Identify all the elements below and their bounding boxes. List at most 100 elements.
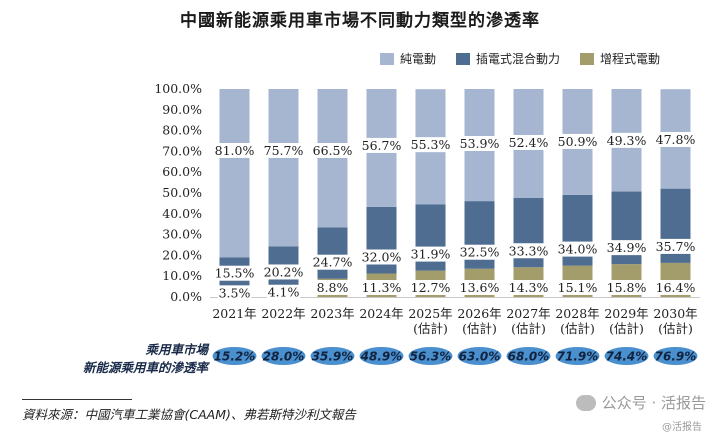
data-label-box bbox=[361, 249, 402, 265]
data-label: 49.3% bbox=[607, 133, 647, 148]
data-label-box bbox=[508, 280, 549, 295]
data-label-box bbox=[655, 132, 696, 148]
data-label: 32.0% bbox=[362, 249, 402, 264]
data-label-box bbox=[557, 133, 598, 149]
data-label: 34.0% bbox=[558, 242, 598, 257]
x-tick-sublabel: (估計) bbox=[511, 321, 546, 336]
data-label: 81.0% bbox=[215, 143, 255, 158]
x-tick-label: 2028年 bbox=[555, 306, 599, 321]
data-label-box bbox=[459, 280, 500, 295]
penetration-value: 56.3% bbox=[410, 350, 452, 364]
data-label-box bbox=[217, 285, 252, 301]
data-label-box bbox=[214, 265, 255, 281]
y-tick-label: 10.0% bbox=[162, 268, 202, 283]
x-tick-sublabel: (估計) bbox=[609, 321, 644, 336]
penetration-ellipse bbox=[261, 347, 306, 365]
y-tick-label: 70.0% bbox=[162, 143, 202, 158]
penetration-value: 35.9% bbox=[312, 350, 354, 364]
chart-legend: 純電動 插電式混合動力 增程式電動 bbox=[380, 50, 660, 67]
data-label-box bbox=[214, 143, 255, 158]
data-label: 24.7% bbox=[313, 255, 353, 270]
data-label: 12.7% bbox=[411, 280, 451, 295]
data-label-box bbox=[361, 280, 402, 295]
x-tick-sublabel: (估計) bbox=[560, 321, 595, 336]
legend-swatch-phev bbox=[456, 52, 471, 65]
data-label-box bbox=[459, 244, 500, 260]
legend-label-bev: 純電動 bbox=[400, 52, 437, 66]
data-label-box bbox=[606, 240, 647, 256]
data-label: 47.8% bbox=[656, 132, 696, 147]
x-tick-label: 2022年 bbox=[261, 306, 305, 321]
legend-swatch-bev bbox=[380, 52, 394, 65]
data-label: 32.5% bbox=[460, 245, 500, 260]
watermark-text: 公众号 · 活报告 bbox=[601, 394, 706, 412]
penetration-row-label-line2: 新能源乘用車的滲透率 bbox=[82, 360, 208, 375]
data-label-box bbox=[606, 132, 647, 148]
penetration-value: 68.0% bbox=[508, 350, 550, 364]
data-label-box bbox=[459, 135, 500, 151]
y-tick-label: 60.0% bbox=[162, 164, 202, 179]
data-label-box bbox=[508, 243, 549, 259]
penetration-ellipse bbox=[457, 347, 502, 365]
data-label: 75.7% bbox=[264, 143, 304, 158]
data-label-box bbox=[410, 246, 451, 262]
data-label: 15.5% bbox=[215, 266, 255, 281]
legend-label-phev: 插電式混合動力 bbox=[476, 52, 561, 66]
x-tick-label: 2023年 bbox=[310, 306, 354, 321]
x-tick-label: 2024年 bbox=[359, 306, 403, 321]
penetration-ellipse bbox=[408, 347, 453, 365]
y-tick-label: 0.0% bbox=[170, 289, 202, 304]
data-label-box bbox=[655, 280, 696, 295]
data-label-box bbox=[410, 137, 451, 153]
watermark: 公众号 · 活报告 bbox=[575, 392, 706, 413]
data-label: 3.5% bbox=[219, 285, 251, 300]
data-label: 15.8% bbox=[607, 280, 647, 295]
data-label-box bbox=[557, 241, 598, 257]
data-label-box bbox=[312, 143, 353, 158]
y-tick-label: 50.0% bbox=[162, 185, 202, 200]
source-divider bbox=[22, 399, 132, 400]
legend-item-phev: 插電式混合動力 bbox=[456, 50, 560, 67]
data-label: 56.7% bbox=[362, 138, 402, 153]
penetration-value: 15.2% bbox=[214, 350, 256, 364]
x-tick-sublabel: (估計) bbox=[413, 321, 448, 336]
legend-item-erev: 增程式電動 bbox=[580, 50, 660, 67]
penetration-ellipse bbox=[212, 347, 257, 365]
data-label: 14.3% bbox=[509, 280, 549, 295]
y-tick-label: 20.0% bbox=[162, 247, 202, 262]
x-tick-label: 2027年 bbox=[506, 306, 550, 321]
data-label: 52.4% bbox=[509, 135, 549, 150]
data-label: 35.7% bbox=[656, 239, 696, 254]
data-label-box bbox=[263, 264, 304, 280]
penetration-value: 48.9% bbox=[360, 350, 403, 364]
x-tick-sublabel: (估計) bbox=[658, 321, 693, 336]
penetration-value: 71.9% bbox=[557, 350, 599, 364]
data-label: 66.5% bbox=[313, 143, 353, 158]
y-tick-label: 80.0% bbox=[162, 123, 202, 138]
data-label-box bbox=[361, 137, 402, 153]
data-label: 31.9% bbox=[411, 247, 451, 262]
x-tick-label: 2026年 bbox=[457, 306, 501, 321]
legend-item-bev: 純電動 bbox=[380, 50, 436, 67]
penetration-value: 63.0% bbox=[459, 350, 501, 364]
data-label-box bbox=[315, 280, 350, 295]
data-label: 4.1% bbox=[268, 285, 300, 300]
data-label-box bbox=[263, 143, 304, 158]
y-tick-label: 30.0% bbox=[162, 227, 202, 242]
y-tick-label: 40.0% bbox=[162, 206, 202, 221]
data-label: 53.9% bbox=[460, 136, 500, 151]
penetration-ellipse bbox=[359, 347, 404, 365]
chart-title: 中國新能源乘用車市場不同動力類型的滲透率 bbox=[180, 11, 540, 31]
penetration-ellipse bbox=[506, 347, 551, 365]
data-label: 15.1% bbox=[558, 280, 598, 295]
data-label-box bbox=[312, 254, 353, 270]
data-label: 8.8% bbox=[317, 280, 349, 295]
data-label: 33.3% bbox=[509, 243, 549, 258]
penetration-value: 76.9% bbox=[655, 350, 697, 364]
bar-segment bbox=[268, 89, 299, 247]
data-label: 20.2% bbox=[264, 264, 304, 279]
bar-segment bbox=[219, 89, 250, 258]
legend-swatch-erev bbox=[580, 52, 595, 65]
data-label: 50.9% bbox=[558, 134, 598, 149]
